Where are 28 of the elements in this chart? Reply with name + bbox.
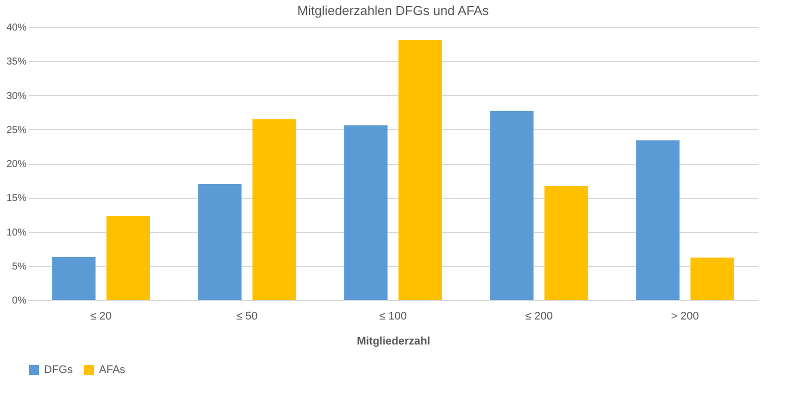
bar xyxy=(490,110,534,300)
y-tick-label: 20% xyxy=(6,159,27,170)
y-tick-label: 5% xyxy=(12,261,27,272)
x-axis-title: Mitgliederzahl xyxy=(356,336,430,348)
legend-label: DFGs xyxy=(44,364,74,376)
bar xyxy=(252,119,296,300)
legend-label: AFAs xyxy=(99,364,126,376)
bar xyxy=(398,40,442,300)
x-tick-label: > 200 xyxy=(671,310,699,322)
bar xyxy=(690,258,734,300)
bar xyxy=(544,186,588,300)
bar xyxy=(106,216,150,300)
chart-title: Mitgliederzahlen DFGs und AFAs xyxy=(297,3,490,18)
bar xyxy=(198,184,242,300)
x-tick-label: ≤ 200 xyxy=(525,310,553,322)
y-tick-label: 25% xyxy=(6,124,27,136)
x-tick-label: ≤ 50 xyxy=(236,310,258,322)
y-tick-label: 30% xyxy=(6,90,27,102)
y-tick-label: 15% xyxy=(6,193,27,204)
x-tick-label: ≤ 100 xyxy=(379,310,407,322)
bar xyxy=(344,125,388,300)
y-tick-label: 0% xyxy=(12,296,27,306)
bar xyxy=(52,257,96,300)
x-tick-label: ≤ 20 xyxy=(90,310,112,322)
y-tick-label: 35% xyxy=(6,56,27,68)
y-tick-label: 10% xyxy=(6,227,27,238)
y-tick-label: 40% xyxy=(6,22,27,34)
bar xyxy=(636,140,680,300)
